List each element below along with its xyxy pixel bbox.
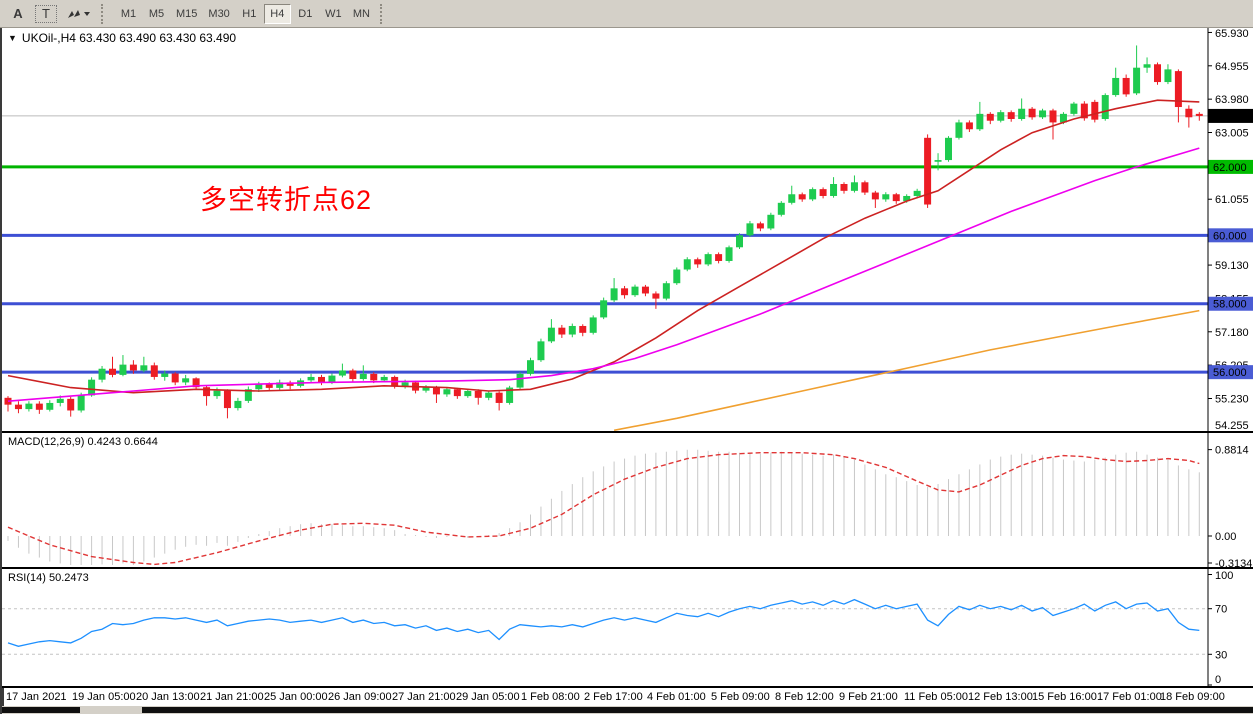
time-axis-label: 8 Feb 12:00 — [775, 691, 834, 703]
chart-panels: 65.93064.95563.98063.00561.05559.13058.1… — [0, 28, 1253, 714]
macd-label: MACD(12,26,9) 0.4243 0.6644 — [8, 436, 158, 448]
time-axis[interactable]: 17 Jan 2021 19 Jan 05:00 20 Jan 13:00 21 Ja… — [2, 688, 1253, 706]
text-tool-button[interactable]: T — [33, 2, 59, 25]
time-axis-label: 1 Feb 08:00 — [521, 691, 580, 703]
chevron-down-icon — [84, 11, 90, 16]
horizontal-scrollbar[interactable] — [2, 706, 1253, 714]
chart-annotation-text[interactable]: 多空转折点62 — [200, 185, 373, 215]
price-tick-label: 57.180 — [1215, 327, 1249, 339]
annotation-tool-button[interactable]: A — [5, 2, 31, 25]
time-axis-label: 29 Jan 05:00 — [456, 691, 520, 703]
time-axis-label: 20 Jan 13:00 — [136, 691, 200, 703]
arrows-tool-button[interactable] — [61, 2, 95, 25]
price-tick-label: 59.130 — [1215, 260, 1249, 272]
svg-text:62.000: 62.000 — [1213, 162, 1247, 174]
time-axis-label: 9 Feb 21:00 — [839, 691, 898, 703]
time-axis-label: 4 Feb 01:00 — [647, 691, 706, 703]
chart-title-text: UKOil-,H4 63.430 63.490 63.430 63.490 — [21, 31, 237, 45]
arrows-icon — [68, 9, 80, 18]
timeframe-d1-button[interactable]: D1 — [292, 4, 319, 24]
price-tick-label: 63.005 — [1215, 128, 1249, 140]
time-axis-label: 17 Feb 01:00 — [1097, 691, 1162, 703]
symbol-dropdown-icon[interactable]: ▼ — [8, 32, 17, 43]
timeframe-w1-button[interactable]: W1 — [320, 4, 347, 24]
time-axis-label: 26 Jan 09:00 — [328, 691, 392, 703]
macd-tick-label: -0.3134 — [1215, 558, 1252, 567]
time-axis-label: 2 Feb 17:00 — [584, 691, 643, 703]
scrollbar-segment[interactable] — [80, 707, 142, 713]
macd-panel[interactable]: 0.8814 0.00 -0.3134 MACD(12,26,9) 0.4243 0… — [2, 433, 1253, 569]
chart-title: ▼ UKOil-,H4 63.430 63.490 63.430 63.490 — [8, 31, 236, 45]
timeframe-m1-button[interactable]: M1 — [115, 4, 142, 24]
timeframe-h4-button[interactable]: H4 — [263, 3, 291, 24]
time-axis-label: 21 Jan 21:00 — [200, 691, 264, 703]
overlay-ma-slow — [613, 309, 1200, 431]
time-axis-label: 5 Feb 09:00 — [711, 691, 770, 703]
toolbar: A T M1 M5 M15 M30 H1 H4 D1 W1 MN — [0, 0, 1253, 28]
timeframe-h1-button[interactable]: H1 — [236, 4, 263, 24]
time-axis-label: 17 Jan 2021 — [6, 691, 67, 703]
time-axis-label: 18 Feb 09:00 — [1160, 691, 1225, 703]
timeframe-m30-button[interactable]: M30 — [203, 4, 234, 24]
price-tick-label: 65.930 — [1215, 28, 1249, 40]
macd-tick-label: 0.8814 — [1215, 445, 1249, 457]
timeframe-m5-button[interactable]: M5 — [143, 4, 170, 24]
time-axis-label: 11 Feb 05:00 — [904, 691, 969, 703]
time-axis-label: 12 Feb 13:00 — [968, 691, 1033, 703]
time-axis-label: 15 Feb 16:00 — [1032, 691, 1097, 703]
rsi-panel[interactable]: 100 70 30 0 RSI(14) 50.2473 — [2, 569, 1253, 688]
price-tick-label: 55.230 — [1215, 394, 1249, 406]
toolbar-grip[interactable] — [379, 3, 388, 24]
rsi-label: RSI(14) 50.2473 — [8, 572, 89, 584]
time-axis-label: 25 Jan 00:00 — [264, 691, 328, 703]
rsi-tick-label: 70 — [1215, 604, 1227, 616]
macd-signal-line — [7, 452, 1200, 566]
price-tag-56.000: 56.000 — [1208, 365, 1253, 380]
price-tick-label: 64.955 — [1215, 61, 1249, 73]
scrollbar-segment[interactable] — [2, 707, 80, 713]
rsi-tick-label: 100 — [1215, 570, 1233, 582]
rsi-tick-label: 30 — [1215, 649, 1227, 661]
rsi-canvas[interactable]: 100 70 30 0 — [2, 569, 1253, 686]
scrollbar-segment[interactable] — [142, 707, 1253, 713]
svg-text:58.000: 58.000 — [1213, 299, 1247, 311]
macd-histogram — [7, 449, 1200, 565]
time-axis-label: 19 Jan 05:00 — [72, 691, 136, 703]
price-tick-label: 61.055 — [1215, 194, 1249, 206]
macd-canvas[interactable]: 0.8814 0.00 -0.3134 — [2, 433, 1253, 567]
svg-text:63.490: 63.490 — [1213, 111, 1247, 123]
rsi-tick-label: 0 — [1215, 674, 1221, 686]
price-tag-62.000: 62.000 — [1208, 159, 1253, 174]
timeframe-m15-button[interactable]: M15 — [171, 4, 202, 24]
svg-text:60.000: 60.000 — [1213, 230, 1247, 242]
price-tag-63.490: 63.490 — [1208, 108, 1253, 123]
time-axis-label: 27 Jan 21:00 — [392, 691, 456, 703]
candles-layer — [4, 45, 1203, 419]
main-chart-panel[interactable]: 65.93064.95563.98063.00561.05559.13058.1… — [2, 28, 1253, 433]
price-tick-label: 54.255 — [1215, 420, 1249, 431]
price-tick-label: 63.980 — [1215, 94, 1249, 106]
toolbar-grip[interactable] — [101, 3, 109, 24]
rsi-line — [7, 598, 1200, 647]
price-chart-canvas[interactable]: 65.93064.95563.98063.00561.05559.13058.1… — [2, 28, 1253, 431]
overlay-ma-fast — [7, 99, 1200, 394]
macd-tick-label: 0.00 — [1215, 531, 1236, 543]
timeframe-group: M1 M5 M15 M30 H1 H4 D1 W1 MN — [115, 3, 376, 24]
price-tag-60.000: 60.000 — [1208, 228, 1253, 243]
price-tag-58.000: 58.000 — [1208, 296, 1253, 311]
svg-text:56.000: 56.000 — [1213, 367, 1247, 379]
timeframe-mn-button[interactable]: MN — [348, 4, 375, 24]
overlay-ma-mid — [7, 147, 1200, 402]
